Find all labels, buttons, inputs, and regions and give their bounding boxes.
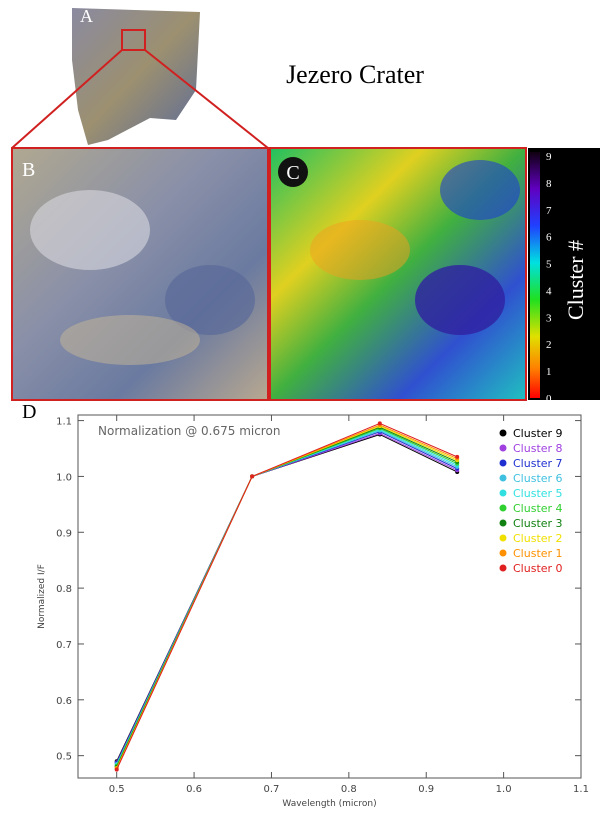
y-tick-label: 0.8 bbox=[56, 584, 72, 595]
colorbar-tick-label: 5 bbox=[546, 259, 552, 271]
legend-label: Cluster 5 bbox=[513, 487, 563, 500]
figure-title: Jezero Crater bbox=[286, 60, 424, 89]
series-line bbox=[117, 435, 457, 762]
legend-label: Cluster 1 bbox=[513, 547, 563, 560]
cluster-region bbox=[440, 160, 520, 220]
legend-marker bbox=[500, 490, 507, 497]
legend-label: Cluster 6 bbox=[513, 472, 563, 485]
colorbar-tick-label: 8 bbox=[546, 178, 552, 190]
series-line bbox=[117, 430, 457, 766]
point bbox=[115, 768, 119, 772]
series-line bbox=[117, 431, 457, 764]
y-tick-label: 1.0 bbox=[56, 472, 72, 483]
legend-marker bbox=[500, 550, 507, 557]
panel-label: C bbox=[286, 162, 299, 184]
panel-label: B bbox=[22, 159, 35, 181]
legend-label: Cluster 0 bbox=[513, 562, 563, 575]
legend-marker bbox=[500, 565, 507, 572]
colorbar-tick-label: 7 bbox=[546, 205, 552, 217]
terrain bbox=[60, 315, 200, 365]
colorbar-tick-label: 4 bbox=[546, 285, 552, 297]
colorbar-label: Cluster # bbox=[563, 240, 588, 320]
colorbar-tick-label: 3 bbox=[546, 312, 552, 324]
series-line bbox=[117, 426, 457, 768]
colorbar bbox=[530, 152, 540, 398]
colorbar-tick-label: 0 bbox=[546, 393, 552, 405]
legend-marker bbox=[500, 535, 507, 542]
legend-marker bbox=[500, 475, 507, 482]
series-line bbox=[117, 432, 457, 763]
figure: A Jezero Crater B C Cluster # D 0 1 2 3 4 5 6 7… bbox=[0, 0, 600, 820]
legend-marker bbox=[500, 505, 507, 512]
x-tick-label: 0.8 bbox=[341, 784, 357, 795]
legend-marker bbox=[500, 460, 507, 467]
x-tick-label: 1.0 bbox=[496, 784, 512, 795]
series-line bbox=[117, 428, 457, 765]
legend-label: Cluster 8 bbox=[513, 442, 563, 455]
terrain bbox=[30, 190, 150, 270]
point bbox=[455, 455, 459, 459]
panel-label: D bbox=[22, 401, 36, 423]
colorbar-tick-label: 2 bbox=[546, 339, 552, 351]
legend-label: Cluster 9 bbox=[513, 427, 563, 440]
y-tick-label: 0.5 bbox=[56, 752, 72, 763]
x-tick-label: 1.1 bbox=[573, 784, 589, 795]
x-tick-label: 0.7 bbox=[264, 784, 280, 795]
y-axis-label: Normalized I/F bbox=[37, 564, 47, 629]
plot-frame bbox=[78, 415, 581, 778]
legend-marker bbox=[500, 430, 507, 437]
point bbox=[378, 421, 382, 425]
x-axis-label: Wavelength (micron) bbox=[282, 799, 376, 809]
point bbox=[250, 474, 254, 478]
legend-label: Cluster 2 bbox=[513, 532, 563, 545]
series-line bbox=[117, 423, 457, 769]
y-tick-label: 0.6 bbox=[56, 696, 72, 707]
panel-label: A bbox=[80, 6, 93, 26]
legend-marker bbox=[500, 520, 507, 527]
colorbar-tick-label: 9 bbox=[546, 151, 552, 163]
x-tick-label: 0.6 bbox=[186, 784, 202, 795]
colorbar-tick-label: 1 bbox=[546, 366, 552, 378]
series-line bbox=[117, 427, 457, 767]
x-tick-label: 0.5 bbox=[109, 784, 125, 795]
y-tick-label: 0.7 bbox=[56, 640, 72, 651]
legend-label: Cluster 3 bbox=[513, 517, 563, 530]
series-line bbox=[117, 433, 457, 762]
cluster-region bbox=[415, 265, 505, 335]
y-tick-label: 0.9 bbox=[56, 528, 72, 539]
colorbar-tick-label: 6 bbox=[546, 232, 552, 244]
y-tick-label: 1.1 bbox=[56, 417, 72, 428]
legend-marker bbox=[500, 445, 507, 452]
legend-label: Cluster 4 bbox=[513, 502, 563, 515]
annotation: Normalization @ 0.675 micron bbox=[98, 424, 280, 438]
cluster-region bbox=[310, 220, 410, 280]
x-tick-label: 0.9 bbox=[418, 784, 434, 795]
legend-label: Cluster 7 bbox=[513, 457, 563, 470]
series-line bbox=[117, 425, 457, 768]
